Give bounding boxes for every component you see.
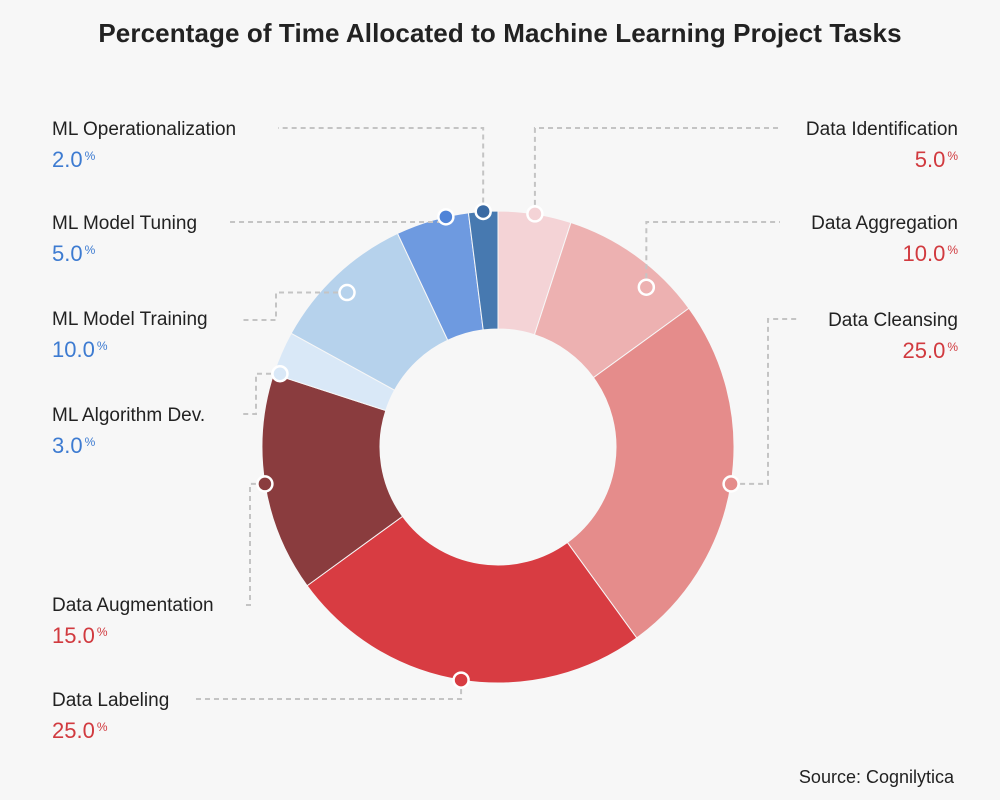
marker-data-identification xyxy=(526,205,544,223)
label-value-ml-model-training: 10.0% xyxy=(52,337,108,362)
slice-labels: Data Identification 5.0 % Data Aggregation 1… xyxy=(52,119,958,743)
marker-ml-model-tuning xyxy=(437,208,455,226)
leader-line-ml-operationalization xyxy=(278,127,485,212)
marker-data-augmentation xyxy=(256,475,274,493)
label-name-ml-model-training: ML Model Training xyxy=(52,309,208,330)
chart-title: Percentage of Time Allocated to Machine … xyxy=(98,18,902,48)
label-name-ml-algorithm-dev: ML Algorithm Dev. xyxy=(52,405,205,426)
label-name-data-cleansing: Data Cleansing xyxy=(828,310,958,331)
label-name-data-augmentation: Data Augmentation xyxy=(52,595,214,616)
label-value-ml-model-tuning: 5.0% xyxy=(52,241,96,266)
slice-data-cleansing xyxy=(566,307,735,639)
label-name-data-labeling: Data Labeling xyxy=(52,690,169,711)
slice-data-labeling xyxy=(306,515,638,684)
marker-data-cleansing xyxy=(722,475,740,493)
leader-line-data-identification xyxy=(533,127,780,214)
leader-line-ml-model-training xyxy=(240,291,348,321)
slice-data-augmentation xyxy=(261,373,404,587)
label-value-data-identification: 5.0% xyxy=(915,147,959,172)
donut-slices xyxy=(261,210,735,684)
label-name-data-aggregation: Data Aggregation xyxy=(811,213,958,234)
label-value-ml-algorithm-dev: 3.0% xyxy=(52,433,96,458)
leader-line-ml-algorithm-dev xyxy=(240,372,280,415)
label-value-ml-operationalization: 2.0% xyxy=(52,147,96,172)
slice-markers xyxy=(256,202,740,689)
label-value-data-labeling: 25.0% xyxy=(52,718,108,743)
leader-line-data-augmentation xyxy=(242,482,265,606)
label-value-data-aggregation: 10.0% xyxy=(903,241,959,266)
label-name-ml-model-tuning: ML Model Tuning xyxy=(52,213,197,234)
marker-data-labeling xyxy=(452,671,470,689)
marker-ml-algorithm-dev xyxy=(271,364,289,383)
marker-ml-model-training xyxy=(338,283,356,302)
leader-line-data-aggregation xyxy=(645,221,780,288)
label-name-ml-operationalization: ML Operationalization xyxy=(52,119,236,140)
marker-ml-operationalization xyxy=(474,202,492,221)
leader-line-ml-model-tuning xyxy=(230,216,447,223)
source-note: Source: Cognilytica xyxy=(798,767,954,787)
marker-data-aggregation xyxy=(637,278,656,296)
label-value-data-cleansing: 25.0% xyxy=(903,338,959,363)
label-value-data-augmentation: 15.0% xyxy=(52,623,108,648)
leader-line-data-labeling xyxy=(192,680,463,700)
label-name-data-identification: Data Identification xyxy=(806,119,958,140)
leader-line-data-cleansing xyxy=(731,318,800,485)
